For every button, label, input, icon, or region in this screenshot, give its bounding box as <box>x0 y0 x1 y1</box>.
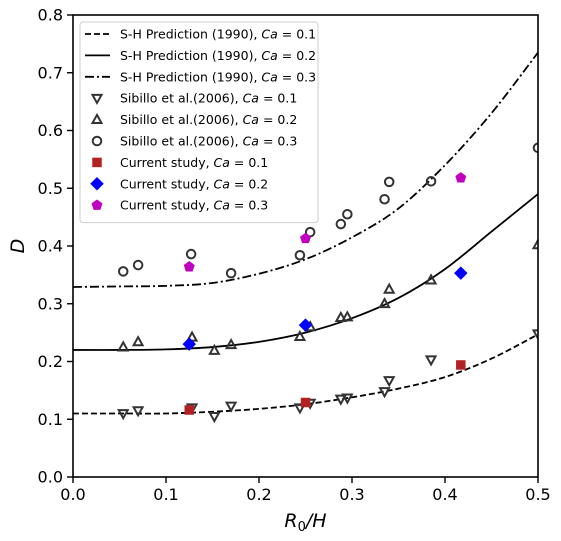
point-sibillo-ca-0.2-10 <box>383 282 396 294</box>
legend-marker-swatch <box>91 199 103 210</box>
y-tick-label: 0.0 <box>38 468 63 487</box>
point-sibillo-ca-0.2-7 <box>334 310 348 322</box>
point-sibillo-ca-0.3-2 <box>185 248 197 260</box>
point-current-ca-0.3-2 <box>455 172 467 183</box>
point-sibillo-ca-0.1-4 <box>224 401 238 413</box>
point-sibillo-ca-0.3-0 <box>117 266 129 277</box>
point-current-ca-0.3-0 <box>183 261 195 272</box>
y-axis-title: D <box>7 239 29 254</box>
legend-label: Sibillo et al.(2006), Ca = 0.2 <box>120 112 297 127</box>
y-tick-label: 0.6 <box>38 121 63 140</box>
y-tick-label: 0.8 <box>38 6 63 25</box>
point-sibillo-ca-0.3-1 <box>132 259 144 271</box>
legend-item-2: S-H Prediction (1990), Ca = 0.3 <box>85 69 316 84</box>
point-current-ca-0.1-1 <box>300 397 311 408</box>
x-tick-label: 0.0 <box>60 485 85 504</box>
point-sibillo-ca-0.3-8 <box>379 193 390 205</box>
legend-box <box>79 21 319 224</box>
legend-marker-swatch <box>90 93 104 105</box>
series-line-sh-ca-0.1 <box>73 333 538 415</box>
point-current-ca-0.2-1 <box>298 318 313 332</box>
point-sibillo-ca-0.3-4 <box>294 249 306 261</box>
legend-label: S-H Prediction (1990), Ca = 0.3 <box>120 69 316 84</box>
point-sibillo-ca-0.3-3 <box>225 267 237 279</box>
legend-label: Current study, Ca = 0.3 <box>120 198 268 213</box>
point-sibillo-ca-0.2-4 <box>224 337 238 350</box>
y-tick-label: 0.4 <box>38 237 63 256</box>
x-tick-label: 0.3 <box>339 485 364 504</box>
point-sibillo-ca-0.1-5 <box>293 403 307 415</box>
point-sibillo-ca-0.2-9 <box>378 296 391 309</box>
legend-label: Sibillo et al.(2006), Ca = 0.1 <box>120 91 297 106</box>
legend-marker-swatch <box>91 135 103 147</box>
point-sibillo-ca-0.2-12 <box>531 238 538 250</box>
legend-label: S-H Prediction (1990), Ca = 0.1 <box>120 27 316 42</box>
scatter-points <box>117 142 538 424</box>
point-sibillo-ca-0.2-0 <box>117 340 130 352</box>
point-sibillo-ca-0.2-3 <box>208 343 221 355</box>
point-current-ca-0.3-1 <box>300 232 311 244</box>
legend-marker-swatch <box>92 157 102 168</box>
legend-label: S-H Prediction (1990), Ca = 0.2 <box>120 48 316 63</box>
legend-item-6: Current study, Ca = 0.1 <box>92 155 268 170</box>
legend-marker-swatch <box>90 112 104 124</box>
x-axis-title: R0/H <box>284 510 326 535</box>
point-sibillo-ca-0.1-1 <box>131 406 145 418</box>
legend-item-0: S-H Prediction (1990), Ca = 0.1 <box>85 27 316 42</box>
point-sibillo-ca-0.1-3 <box>208 411 221 424</box>
point-sibillo-ca-0.1-12 <box>531 329 538 341</box>
point-sibillo-ca-0.3-10 <box>425 176 437 187</box>
point-sibillo-ca-0.2-8 <box>341 310 354 322</box>
point-sibillo-ca-0.1-11 <box>424 355 438 367</box>
series-line-sh-ca-0.2 <box>73 193 538 351</box>
legend-label: Current study, Ca = 0.1 <box>120 155 268 170</box>
point-sibillo-ca-0.2-5 <box>293 329 307 342</box>
legend-item-1: S-H Prediction (1990), Ca = 0.2 <box>85 48 316 63</box>
point-sibillo-ca-0.3-6 <box>335 218 347 230</box>
prediction-lines <box>73 51 538 415</box>
legend: S-H Prediction (1990), Ca = 0.1 S-H Predi… <box>79 21 319 224</box>
x-tick-label: 0.5 <box>525 485 550 504</box>
point-sibillo-ca-0.1-0 <box>117 409 130 421</box>
legend-label: Current study, Ca = 0.2 <box>120 176 268 191</box>
y-tick-label: 0.5 <box>38 179 63 198</box>
point-current-ca-0.1-2 <box>456 360 466 370</box>
x-tick-label: 0.1 <box>153 485 178 504</box>
legend-item-4: Sibillo et al.(2006), Ca = 0.2 <box>90 112 297 127</box>
legend-item-3: Sibillo et al.(2006), Ca = 0.1 <box>90 91 297 106</box>
legend-marker-swatch <box>90 177 104 191</box>
y-tick-label: 0.7 <box>38 63 63 82</box>
point-sibillo-ca-0.1-7 <box>334 394 348 406</box>
y-tick-label: 0.2 <box>38 352 63 371</box>
x-tick-label: 0.4 <box>432 485 457 504</box>
point-sibillo-ca-0.2-1 <box>131 335 145 347</box>
point-sibillo-ca-0.3-7 <box>342 208 353 220</box>
point-sibillo-ca-0.3-9 <box>383 176 395 188</box>
point-sibillo-ca-0.2-11 <box>424 273 438 285</box>
legend-item-7: Current study, Ca = 0.2 <box>90 176 268 191</box>
series-line-sh-ca-0.3 <box>73 51 538 288</box>
point-current-ca-0.2-0 <box>182 337 196 351</box>
point-current-ca-0.2-2 <box>454 266 468 280</box>
legend-item-8: Current study, Ca = 0.3 <box>91 198 268 213</box>
point-sibillo-ca-0.1-9 <box>378 387 391 399</box>
legend-item-5: Sibillo et al.(2006), Ca = 0.3 <box>91 134 297 149</box>
y-tick-label: 0.3 <box>38 294 63 313</box>
point-sibillo-ca-0.1-8 <box>341 393 354 405</box>
point-sibillo-ca-0.1-10 <box>383 376 396 388</box>
x-tick-label: 0.2 <box>246 485 271 504</box>
legend-label: Sibillo et al.(2006), Ca = 0.3 <box>120 134 297 149</box>
point-current-ca-0.1-0 <box>184 405 194 415</box>
y-tick-label: 0.1 <box>38 410 63 429</box>
